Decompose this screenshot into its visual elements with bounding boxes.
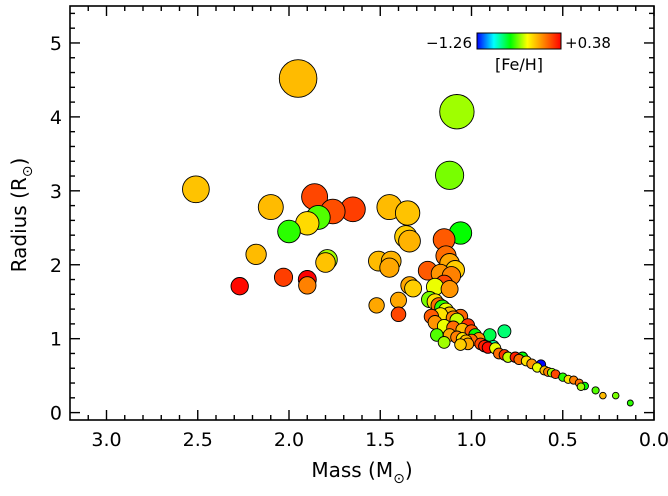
colorbar-title: [Fe/H]	[495, 55, 543, 74]
data-point	[591, 386, 600, 395]
colorbar-max-label: +0.38	[565, 34, 611, 52]
data-point	[379, 257, 400, 278]
data-point	[315, 252, 336, 273]
x-axis-label: Mass (M⊙)	[311, 458, 412, 487]
data-point	[398, 229, 421, 253]
x-axis-label-sub: ⊙	[393, 471, 405, 487]
data-point	[230, 277, 249, 296]
y-tick-label: 1	[50, 329, 62, 351]
y-axis-label: Radius (R⊙)	[7, 158, 36, 273]
x-tick-label: 0.5	[548, 429, 578, 451]
y-tick-label: 0	[50, 403, 62, 425]
x-tick-label: 1.5	[365, 429, 395, 451]
data-point	[368, 297, 385, 314]
y-tick-label: 5	[50, 33, 62, 55]
data-point	[576, 382, 586, 391]
axis-ticks: 3.0 2.5 2.0 1.5 1.0 0.5 0.0 0 1 2 3 4 5	[50, 6, 668, 451]
x-axis-label-text: Mass (M	[311, 458, 393, 482]
y-tick-label: 3	[50, 181, 62, 203]
colorbar-legend: −1.26 +0.38 [Fe/H]	[426, 32, 611, 74]
data-point	[245, 243, 267, 266]
x-tick-label: 3.0	[91, 429, 121, 451]
y-tick-label: 4	[50, 107, 62, 129]
data-point	[599, 391, 607, 400]
x-tick-label: 2.0	[274, 429, 304, 451]
x-tick-label: 0.0	[639, 429, 668, 451]
x-tick-label: 1.0	[456, 429, 486, 451]
data-point	[440, 280, 459, 299]
data-point	[439, 94, 475, 130]
colorbar-min-label: −1.26	[426, 34, 472, 52]
data-point	[437, 336, 451, 349]
data-point	[483, 328, 497, 342]
data-points	[182, 59, 634, 407]
x-axis-label-close: )	[405, 458, 413, 482]
data-point	[182, 175, 210, 204]
data-point	[404, 279, 423, 298]
colorbar-gradient	[476, 32, 562, 50]
data-point	[497, 324, 512, 339]
data-point	[390, 306, 407, 323]
y-tick-label: 2	[50, 255, 62, 277]
data-point	[298, 276, 317, 295]
data-point	[394, 200, 421, 226]
y-axis-label-text: Radius (R	[7, 177, 31, 272]
data-point	[277, 219, 301, 244]
data-point	[626, 399, 634, 407]
data-point	[435, 160, 465, 190]
data-point	[611, 391, 620, 400]
data-point	[257, 194, 284, 221]
data-point	[390, 291, 407, 309]
y-axis-label-close: )	[7, 158, 31, 166]
data-point	[273, 267, 294, 287]
y-axis-label-sub: ⊙	[20, 165, 36, 177]
data-point	[454, 338, 467, 351]
x-tick-label: 2.5	[183, 429, 213, 451]
data-point	[278, 59, 318, 98]
